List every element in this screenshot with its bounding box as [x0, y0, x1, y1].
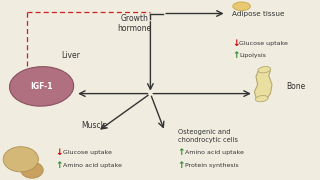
Text: ↑: ↑: [178, 161, 185, 170]
Ellipse shape: [21, 162, 43, 178]
Ellipse shape: [233, 2, 251, 11]
Ellipse shape: [10, 67, 74, 106]
Text: Glucose uptake: Glucose uptake: [63, 150, 112, 155]
Text: Lipolysis: Lipolysis: [239, 53, 266, 58]
Text: Glucose uptake: Glucose uptake: [239, 41, 288, 46]
Text: Amino acid uptake: Amino acid uptake: [185, 150, 244, 155]
Ellipse shape: [255, 96, 268, 102]
Text: Muscle: Muscle: [81, 122, 108, 130]
Ellipse shape: [258, 67, 271, 73]
Text: ↓: ↓: [55, 148, 62, 157]
Text: ↑: ↑: [232, 51, 239, 60]
Text: Amino acid uptake: Amino acid uptake: [63, 163, 122, 168]
Text: Growth
hormone: Growth hormone: [117, 14, 151, 33]
Ellipse shape: [3, 147, 38, 172]
Polygon shape: [254, 68, 272, 100]
Text: ↑: ↑: [178, 148, 185, 157]
Text: Bone: Bone: [286, 82, 306, 91]
Text: ↑: ↑: [55, 161, 62, 170]
Text: Protein synthesis: Protein synthesis: [185, 163, 239, 168]
Text: ↓: ↓: [232, 39, 239, 48]
Text: Liver: Liver: [61, 51, 80, 60]
Text: Adipose tissue: Adipose tissue: [232, 10, 284, 17]
Text: IGF-1: IGF-1: [30, 82, 53, 91]
Text: Osteogenic and
chondrocytic cells: Osteogenic and chondrocytic cells: [178, 129, 238, 143]
